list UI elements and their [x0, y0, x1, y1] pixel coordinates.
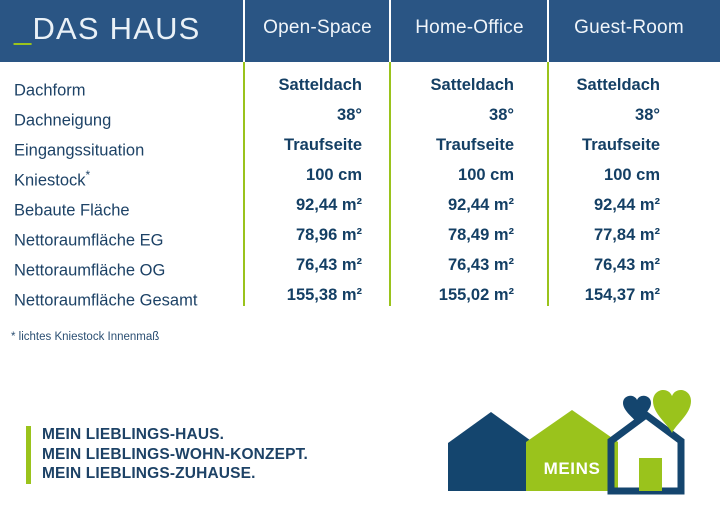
- row-label: Nettoraumfläche OG: [14, 261, 166, 280]
- row-value-guest-room: 92,44 m²: [593, 196, 660, 214]
- meins-logo: MEINS: [443, 386, 693, 496]
- footnote-text: * lichtes Kniestock Innenmaß: [11, 331, 160, 343]
- table-row: Eingangssituation Traufseite Traufseite …: [0, 130, 720, 160]
- row-value-open-space: 78,96 m²: [295, 226, 362, 244]
- row-value-open-space: Traufseite: [284, 136, 362, 154]
- table-row: Nettoraumfläche EG 78,96 m² 78,49 m² 77,…: [0, 220, 720, 250]
- row-value-home-office: 38°: [489, 106, 514, 124]
- navy-house-icon: [448, 412, 534, 491]
- table-row: Nettoraumfläche Gesamt 155,38 m² 155,02 …: [0, 280, 720, 310]
- row-value-guest-room: 77,84 m²: [593, 226, 660, 244]
- table-row: Dachform Satteldach Satteldach Satteldac…: [0, 70, 720, 100]
- logo-graphic: [448, 389, 691, 495]
- outlined-house-icon: [607, 410, 685, 495]
- row-value-home-office: 92,44 m²: [447, 196, 514, 214]
- lime-heart-icon: [653, 389, 691, 433]
- row-value-open-space: 155,38 m²: [286, 286, 362, 304]
- row-value-guest-room: 38°: [635, 106, 660, 124]
- row-value-home-office: 100 cm: [458, 166, 514, 184]
- header-divider-1: [243, 0, 245, 62]
- row-value-home-office: 78,49 m²: [447, 226, 514, 244]
- row-value-open-space: Satteldach: [278, 76, 362, 94]
- row-value-home-office: 155,02 m²: [438, 286, 514, 304]
- table-row: Bebaute Fläche 92,44 m² 92,44 m² 92,44 m…: [0, 190, 720, 220]
- brand-underscore: _: [14, 11, 33, 46]
- column-divider-1: [243, 62, 245, 306]
- specification-table: Dachform Satteldach Satteldach Satteldac…: [0, 70, 720, 310]
- brand-title: _DAS HAUS: [14, 11, 201, 47]
- column-header-open-space: Open-Space: [263, 17, 372, 38]
- row-value-guest-room: 100 cm: [604, 166, 660, 184]
- column-divider-2: [389, 62, 391, 306]
- row-value-home-office: 76,43 m²: [447, 256, 514, 274]
- house-door-icon: [639, 458, 662, 491]
- header-bar: _DAS HAUS Open-Space Home-Office Guest-R…: [0, 0, 720, 62]
- footnote-marker: *: [85, 168, 91, 182]
- slogan-line-2: MEIN LIEBLINGS-WOHN-KONZEPT.: [42, 445, 308, 463]
- row-label: Dachform: [14, 81, 86, 100]
- table-row: Nettoraumfläche OG 76,43 m² 76,43 m² 76,…: [0, 250, 720, 280]
- row-value-open-space: 92,44 m²: [295, 196, 362, 214]
- header-divider-2: [389, 0, 391, 62]
- row-value-guest-room: 76,43 m²: [593, 256, 660, 274]
- navy-heart-icon: [623, 395, 651, 423]
- row-value-home-office: Satteldach: [430, 76, 514, 94]
- row-value-open-space: 76,43 m²: [295, 256, 362, 274]
- row-value-open-space: 38°: [337, 106, 362, 124]
- header-divider-3: [547, 0, 549, 62]
- slogan-accent-bar: [26, 426, 31, 484]
- row-value-guest-room: 154,37 m²: [584, 286, 660, 304]
- row-label: Bebaute Fläche: [14, 201, 130, 220]
- column-divider-3: [547, 62, 549, 306]
- slogan-line-1: MEIN LIEBLINGS-HAUS.: [42, 426, 225, 443]
- table-row: Kniestock* 100 cm 100 cm 100 cm: [0, 160, 720, 190]
- row-value-open-space: 100 cm: [306, 166, 362, 184]
- row-label: Eingangssituation: [14, 141, 145, 160]
- row-value-guest-room: Satteldach: [576, 76, 660, 94]
- row-value-guest-room: Traufseite: [582, 136, 660, 154]
- slogan-lines: MEIN LIEBLINGS-HAUS. MEIN LIEBLINGS-WOHN…: [42, 425, 308, 484]
- logo-wordmark: MEINS: [543, 459, 601, 478]
- slogan-line-3: MEIN LIEBLINGS-ZUHAUSE.: [42, 465, 256, 482]
- row-label: Kniestock*: [14, 168, 91, 190]
- row-label: Nettoraumfläche Gesamt: [14, 291, 198, 310]
- brand-name: DAS HAUS: [32, 11, 201, 46]
- row-label: Nettoraumfläche EG: [14, 231, 164, 250]
- table-row: Dachneigung 38° 38° 38°: [0, 100, 720, 130]
- column-header-guest-room: Guest-Room: [574, 17, 684, 38]
- lime-house-icon: [526, 410, 618, 491]
- row-value-home-office: Traufseite: [436, 136, 514, 154]
- column-header-home-office: Home-Office: [415, 17, 524, 38]
- row-label: Dachneigung: [14, 111, 112, 130]
